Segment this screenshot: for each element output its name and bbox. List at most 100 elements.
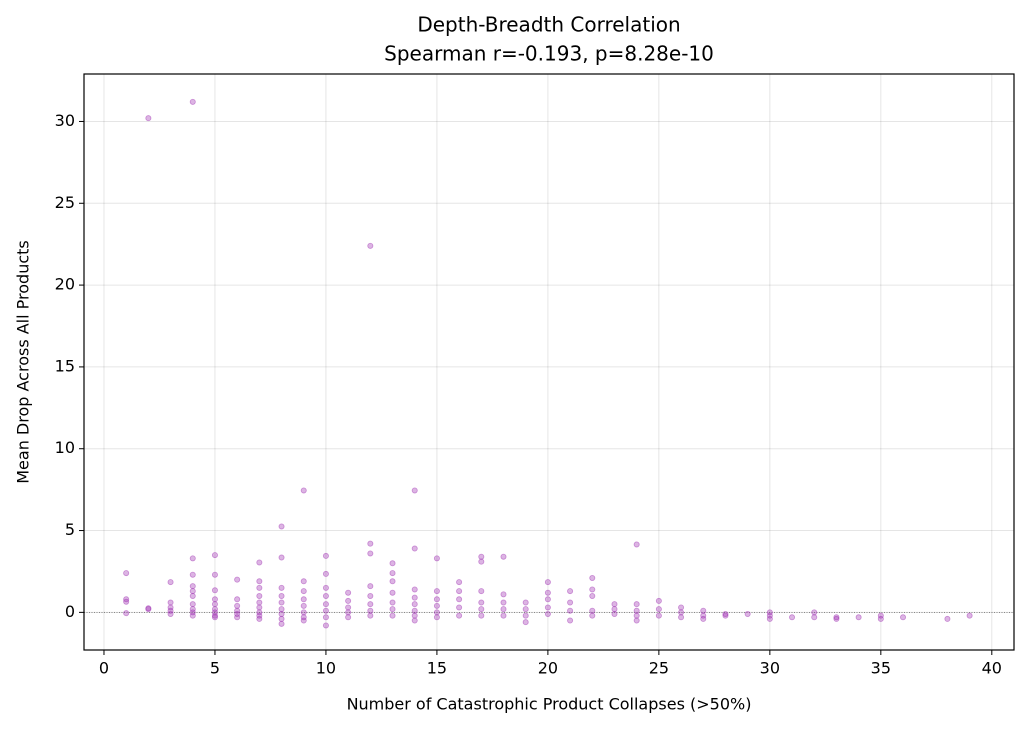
scatter-point <box>456 579 463 586</box>
scatter-point <box>655 612 662 619</box>
scatter-point <box>322 614 329 621</box>
scatter-point <box>300 602 307 609</box>
scatter-point <box>256 599 263 606</box>
scatter-point <box>367 583 374 590</box>
scatter-point <box>411 487 418 494</box>
scatter-point <box>189 601 196 608</box>
scatter-point <box>145 605 152 612</box>
scatter-point <box>300 596 307 603</box>
x-tick-label: 20 <box>538 659 558 678</box>
scatter-point <box>278 620 285 627</box>
scatter-point <box>544 589 551 596</box>
scatter-point <box>367 607 374 614</box>
y-tick-label: 5 <box>65 520 75 539</box>
scatter-point <box>433 596 440 603</box>
scatter-point <box>278 611 285 618</box>
scatter-point <box>322 607 329 614</box>
scatter-point <box>189 98 196 105</box>
scatter-point <box>167 607 174 614</box>
scatter-point <box>456 588 463 595</box>
scatter-point <box>877 612 884 619</box>
scatter-point <box>367 601 374 608</box>
scatter-point <box>389 589 396 596</box>
scatter-point <box>611 601 618 608</box>
scatter-point <box>345 597 352 604</box>
scatter-point <box>567 599 574 606</box>
scatter-point <box>700 615 707 622</box>
scatter-point <box>211 552 218 559</box>
scatter-point <box>611 606 618 613</box>
scatter-point <box>234 611 241 618</box>
scatter-point <box>211 609 218 616</box>
scatter-point <box>389 599 396 606</box>
scatter-point <box>389 560 396 567</box>
scatter-point <box>456 604 463 611</box>
scatter-point <box>389 606 396 613</box>
scatter-point <box>389 570 396 577</box>
y-tick-label: 15 <box>55 356 75 375</box>
scatter-point <box>256 584 263 591</box>
scatter-point <box>877 615 884 622</box>
scatter-point <box>744 611 751 618</box>
scatter-point <box>411 617 418 624</box>
scatter-point <box>367 242 374 249</box>
scatter-point <box>123 570 130 577</box>
scatter-point <box>567 607 574 614</box>
scatter-point <box>322 622 329 629</box>
scatter-point <box>655 597 662 604</box>
scatter-point <box>389 578 396 585</box>
scatter-point <box>234 607 241 614</box>
chart-subtitle: Spearman r=-0.193, p=8.28e-10 <box>384 42 714 66</box>
y-tick-label: 20 <box>55 275 75 294</box>
scatter-point <box>211 587 218 594</box>
scatter-point <box>700 607 707 614</box>
scatter-point <box>123 596 130 603</box>
scatter-point <box>766 612 773 619</box>
scatter-point <box>256 578 263 585</box>
scatter-point <box>278 584 285 591</box>
scatter-point <box>300 588 307 595</box>
scatter-point <box>211 606 218 613</box>
scatter-point <box>145 115 152 122</box>
scatter-point <box>167 611 174 618</box>
scatter-point <box>234 614 241 621</box>
scatter-point <box>278 593 285 600</box>
scatter-point <box>167 599 174 606</box>
scatter-point <box>766 609 773 616</box>
scatter-point <box>256 609 263 616</box>
scatter-point <box>766 615 773 622</box>
scatter-point <box>300 487 307 494</box>
scatter-point <box>567 617 574 624</box>
scatter-point <box>367 612 374 619</box>
scatter-point <box>478 558 485 565</box>
scatter-point <box>722 611 729 618</box>
y-tick-label: 0 <box>65 602 75 621</box>
scatter-point <box>633 601 640 608</box>
scatter-point <box>433 609 440 616</box>
scatter-point <box>500 553 507 560</box>
x-tick-label: 10 <box>316 659 336 678</box>
scatter-point <box>900 614 907 621</box>
x-tick-label: 30 <box>760 659 780 678</box>
scatter-point <box>633 612 640 619</box>
scatter-point <box>633 541 640 548</box>
scatter-point <box>411 545 418 552</box>
scatter-point <box>278 523 285 530</box>
y-tick-label: 30 <box>55 111 75 130</box>
scatter-point <box>833 614 840 621</box>
scatter-point <box>678 604 685 611</box>
scatter-point <box>500 599 507 606</box>
scatter-point <box>522 612 529 619</box>
scatter-point <box>345 589 352 596</box>
scatter-point <box>678 614 685 621</box>
scatter-point <box>589 607 596 614</box>
chart-title: Depth-Breadth Correlation <box>417 13 680 37</box>
x-tick-label: 40 <box>982 659 1002 678</box>
scatter-point <box>478 599 485 606</box>
scatter-point <box>322 570 329 577</box>
x-tick-label: 35 <box>871 659 891 678</box>
scatter-point <box>411 594 418 601</box>
scatter-point <box>256 615 263 622</box>
scatter-point <box>322 593 329 600</box>
scatter-point <box>189 571 196 578</box>
